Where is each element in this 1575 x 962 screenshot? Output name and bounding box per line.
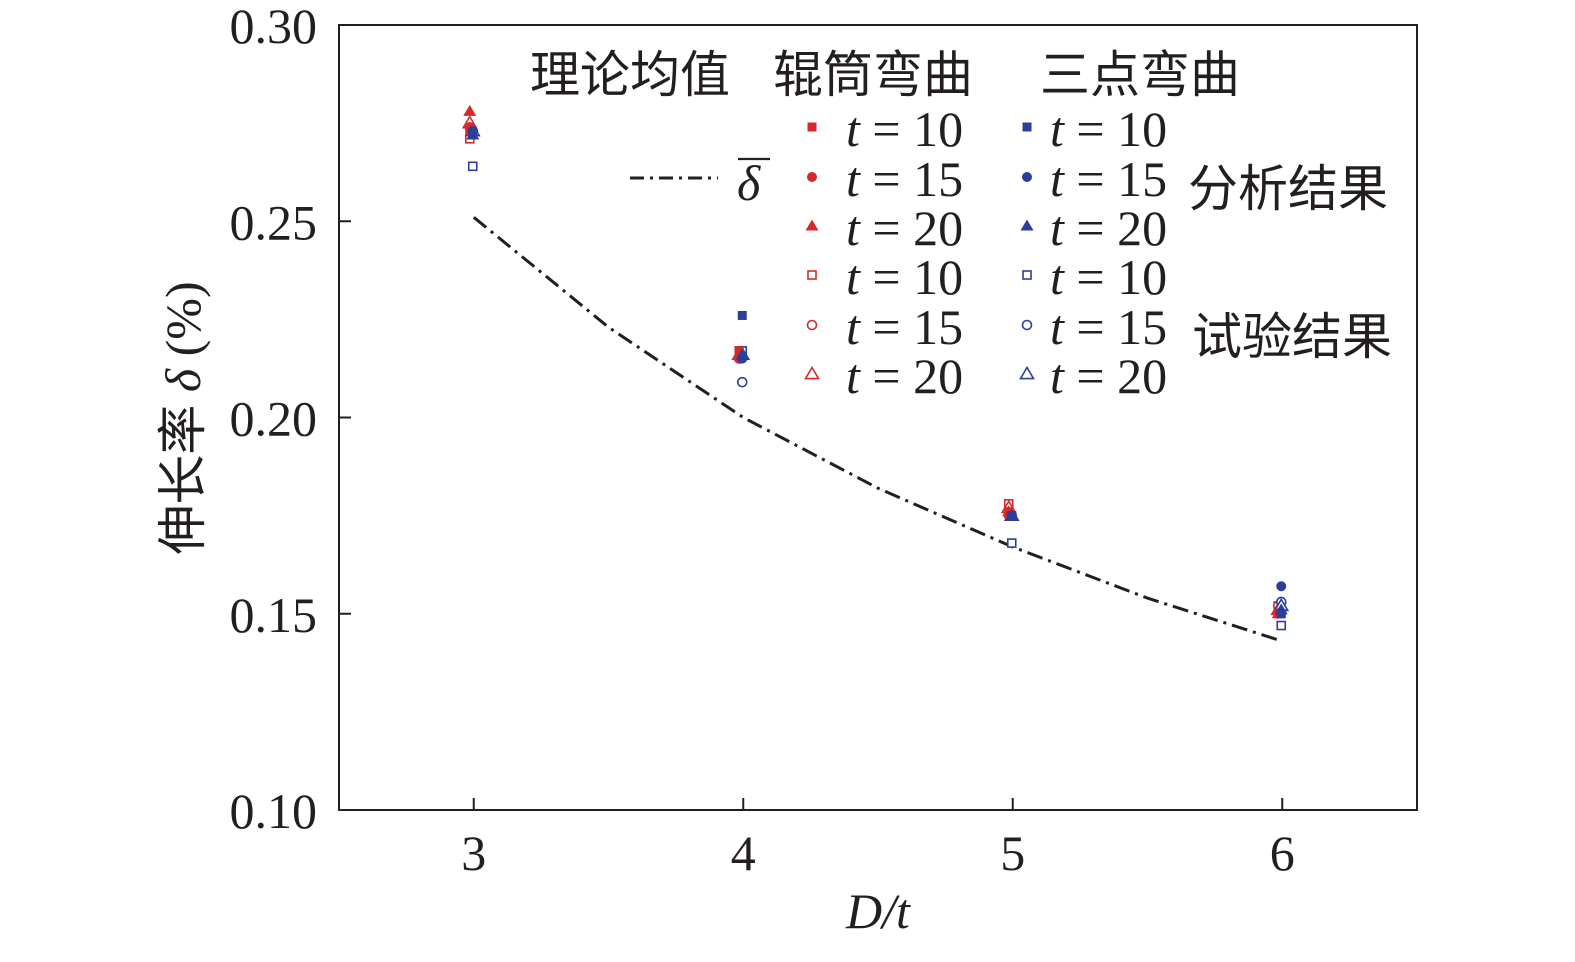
legend-roller-label-var-4: t	[846, 299, 861, 355]
data-point-three_point-analysis-t20-x6	[1274, 603, 1288, 615]
legend-header-1: 辊筒弯曲	[773, 47, 973, 103]
legend-roller-label-num-5: 20	[913, 348, 963, 404]
legend-group-analysis: 分析结果	[1188, 161, 1388, 217]
x-axis-title: D/t	[845, 883, 911, 939]
theory-mean-line	[472, 216, 1283, 643]
legend-three-point-label-eq-3: =	[1064, 249, 1117, 305]
data-point-three_point-test-t10-x5	[1006, 538, 1017, 548]
legend-three-point-label-var-1: t	[1050, 151, 1065, 207]
data-point-three_point-test-t10-x3	[467, 161, 478, 172]
y-tick-label-0.20: 0.20	[230, 391, 318, 447]
legend-three-point-label-eq-0: =	[1064, 101, 1117, 157]
legend-three-point-label-eq-5: =	[1064, 348, 1117, 404]
legend-three-point-marker-5	[1019, 365, 1035, 380]
data-point-three_point-analysis-t20-x5	[1005, 509, 1019, 521]
data-points	[461, 104, 1290, 631]
y-tick-label-0.30: 0.30	[230, 0, 318, 54]
x-tick-label-5: 5	[1000, 825, 1025, 881]
legend-roller-label-var-2: t	[846, 200, 861, 256]
legend-roller-label-var-1: t	[846, 151, 861, 207]
legend-three-point-marker-1	[1022, 172, 1032, 182]
legend-roller-label-eq-0: =	[860, 101, 913, 157]
legend-roller-label-2: t = 20	[846, 200, 963, 256]
legend-roller-label-eq-3: =	[860, 249, 913, 305]
legend-roller-label-0: t = 10	[846, 101, 963, 157]
legend-roller-label-num-3: 10	[913, 249, 963, 305]
legend-three-point-label-5: t = 20	[1050, 348, 1167, 404]
legend-roller-marker-2	[805, 219, 819, 231]
x-tick-label-4: 4	[731, 825, 756, 881]
legend-roller-marker-5	[804, 365, 820, 380]
legend-three-point-label-num-5: 20	[1117, 348, 1167, 404]
legend-three-point-label-2: t = 20	[1050, 200, 1167, 256]
legend-three-point-label-num-1: 15	[1117, 151, 1167, 207]
legend-roller-label-num-1: 15	[913, 151, 963, 207]
legend-roller-label-eq-1: =	[860, 151, 913, 207]
legend-three-point-label-0: t = 10	[1050, 101, 1167, 157]
x-tick-label-3: 3	[461, 825, 486, 881]
legend-three-point-label-num-0: 10	[1117, 101, 1167, 157]
legend-three-point-label-var-0: t	[1050, 101, 1065, 157]
y-axis-title: 伸长率 δ (%)	[155, 281, 211, 554]
legend-three-point-marker-3	[1022, 270, 1032, 280]
legend-three-point-marker-4	[1021, 319, 1033, 331]
legend-header-0: 理论均值	[530, 47, 730, 103]
legend-roller-label-var-5: t	[846, 348, 861, 404]
legend-three-point-label-3: t = 10	[1050, 249, 1167, 305]
legend-roller-label-eq-5: =	[860, 348, 913, 404]
legend-three-point-marker-2	[1020, 219, 1034, 231]
legend-group-test: 试验结果	[1192, 309, 1392, 365]
legend-roller-label-var-3: t	[846, 249, 861, 305]
theory-line-layer	[472, 216, 1283, 643]
legend-roller-marker-4	[806, 319, 818, 331]
legend-roller-label-5: t = 20	[846, 348, 963, 404]
data-point-three_point-analysis-t20-x3	[466, 128, 480, 140]
y-tick-label-0.15: 0.15	[230, 587, 318, 643]
legend-three-point-label-eq-2: =	[1064, 200, 1117, 256]
data-point-three_point-analysis-t20-x4	[735, 348, 749, 360]
legend-three-point-label-eq-4: =	[1064, 299, 1117, 355]
legend-three-point-label-var-4: t	[1050, 299, 1065, 355]
legend-roller-label-4: t = 15	[846, 299, 963, 355]
data-point-three_point-analysis-t15-x6	[1276, 581, 1287, 592]
y-tick-label-0.10: 0.10	[230, 783, 318, 839]
legend-roller-label-3: t = 10	[846, 249, 963, 305]
legend-roller-label-var-0: t	[846, 101, 861, 157]
legend-roller-label-1: t = 15	[846, 151, 963, 207]
legend-three-point-label-4: t = 15	[1050, 299, 1167, 355]
legend-roller-label-eq-4: =	[860, 299, 913, 355]
legend-roller-marker-1	[807, 172, 817, 182]
legend-three-point-label-1: t = 15	[1050, 151, 1167, 207]
x-tick-label-6: 6	[1270, 825, 1295, 881]
legend-three-point-label-num-3: 10	[1117, 249, 1167, 305]
legend-roller-marker-0	[807, 122, 817, 132]
y-tick-label-0.25: 0.25	[230, 194, 318, 250]
legend-theory-label: δ	[737, 155, 761, 211]
data-point-roller-analysis-t20-x3	[463, 104, 477, 116]
legend-roller-label-num-4: 15	[913, 299, 963, 355]
legend-roller-label-num-0: 10	[913, 101, 963, 157]
axis-ticks: 3 4 5 6 0.10 0.15 0.20 0.25 0.30	[230, 0, 1295, 881]
data-point-three_point-test-t15-x4	[736, 376, 748, 388]
data-point-three_point-test-t10-x6	[1276, 620, 1287, 631]
legend-roller-label-num-2: 20	[913, 200, 963, 256]
legend-roller-label-eq-2: =	[860, 200, 913, 256]
legend-three-point-marker-0	[1022, 122, 1032, 132]
legend-three-point-label-var-3: t	[1050, 249, 1065, 305]
legend-three-point-label-num-4: 15	[1117, 299, 1167, 355]
legend-header-2: 三点弯曲	[1040, 47, 1240, 103]
legend-three-point-label-eq-1: =	[1064, 151, 1117, 207]
legend-roller-marker-3	[807, 270, 817, 280]
legend-three-point-label-num-2: 20	[1117, 200, 1167, 256]
legend-three-point-label-var-2: t	[1050, 200, 1065, 256]
data-point-three_point-analysis-t10-x4	[737, 310, 747, 320]
legend-three-point-label-var-5: t	[1050, 348, 1065, 404]
